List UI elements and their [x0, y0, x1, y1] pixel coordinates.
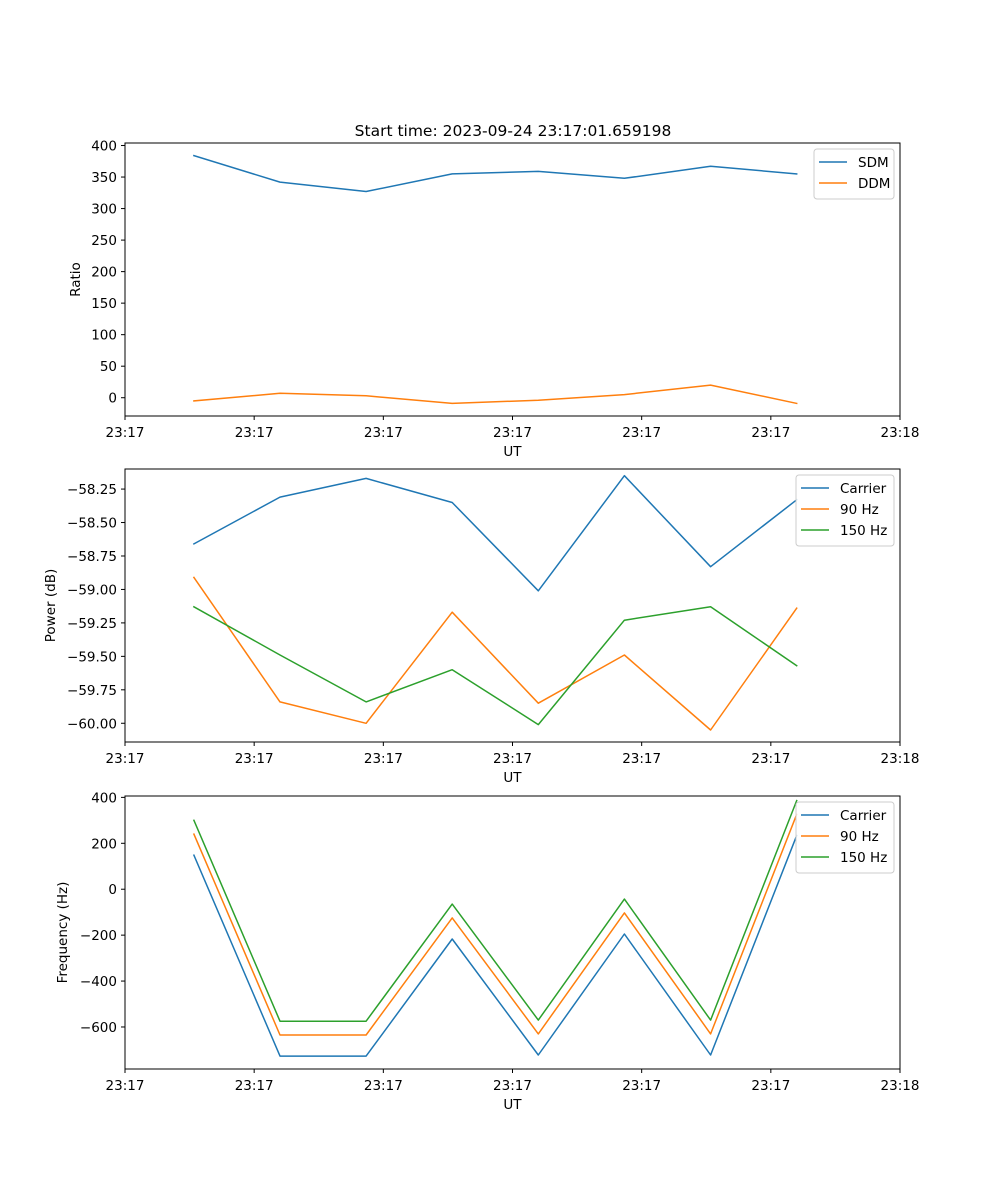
series-line-90-hz — [192, 576, 798, 731]
y-tick-label: 250 — [91, 233, 117, 249]
x-tick-label: 23:18 — [881, 425, 920, 441]
legend-label: 150 Hz — [840, 523, 887, 539]
y-tick-label: 150 — [91, 296, 117, 312]
x-tick-label: 23:17 — [493, 1078, 532, 1094]
y-axis-label: Ratio — [68, 262, 84, 297]
y-tick-label: −58.50 — [67, 516, 117, 532]
y-axis-label: Power (dB) — [43, 569, 59, 642]
legend: Carrier 90 Hz 150 Hz — [795, 474, 895, 547]
x-tick-label: 23:17 — [622, 425, 661, 441]
y-tick-label: −200 — [80, 928, 117, 944]
x-tick-label: 23:17 — [622, 1078, 661, 1094]
legend: SDM DDM — [813, 148, 895, 200]
x-axis-label: UT — [503, 770, 522, 786]
x-tick-label: 23:18 — [881, 751, 920, 767]
y-tick-label: −600 — [80, 1020, 117, 1036]
y-tick-label: −59.00 — [67, 582, 117, 598]
y-tick-label: −59.50 — [67, 649, 117, 665]
y-tick-label: −59.25 — [67, 616, 117, 632]
x-axis-label: UT — [503, 1097, 522, 1113]
y-tick-label: 400 — [91, 790, 117, 806]
x-tick-label: 23:17 — [364, 1078, 403, 1094]
x-tick-label: 23:17 — [364, 425, 403, 441]
legend-label: SDM — [858, 155, 889, 171]
y-tick-label: 350 — [91, 170, 117, 186]
y-tick-label: −58.75 — [67, 549, 117, 565]
y-tick-label: 200 — [91, 265, 117, 281]
x-tick-label: 23:17 — [493, 425, 532, 441]
panel-1: 23:17 23:17 23:17 23:17 23:17 23:17 23:18 0 50 10… — [68, 139, 919, 460]
x-tick-label: 23:17 — [235, 425, 274, 441]
legend-label: 90 Hz — [840, 502, 879, 518]
series-line-150-hz — [192, 799, 798, 1022]
x-tick-label: 23:17 — [493, 751, 532, 767]
y-tick-label: 200 — [91, 836, 117, 852]
chart-title: Start time: 2023-09-24 23:17:01.659198 — [355, 122, 672, 140]
legend-label: DDM — [858, 176, 890, 192]
x-tick-label: 23:17 — [622, 751, 661, 767]
series-line-90-hz — [192, 813, 798, 1036]
x-tick-label: 23:18 — [881, 1078, 920, 1094]
legend-box — [795, 474, 895, 547]
y-tick-label: 0 — [108, 882, 117, 898]
series-line-carrier — [192, 474, 798, 592]
x-tick-label: 23:17 — [751, 425, 790, 441]
panel-3: 23:17 23:17 23:17 23:17 23:17 23:17 23:18 −600 −… — [55, 790, 919, 1113]
panels: 23:17 23:17 23:17 23:17 23:17 23:17 23:18 0 50 10… — [43, 139, 919, 1113]
y-tick-label: 50 — [100, 359, 117, 375]
legend-label: 90 Hz — [840, 829, 879, 845]
x-tick-label: 23:17 — [364, 751, 403, 767]
x-axis-label: UT — [503, 444, 522, 460]
legend-label: 150 Hz — [840, 850, 887, 866]
y-tick-label: −60.00 — [67, 716, 117, 732]
y-tick-label: 100 — [91, 328, 117, 344]
x-tick-label: 23:17 — [751, 1078, 790, 1094]
legend: Carrier 90 Hz 150 Hz — [795, 801, 895, 874]
legend-box — [795, 801, 895, 874]
series-line-sdm — [192, 154, 798, 193]
x-tick-label: 23:17 — [106, 425, 145, 441]
x-tick-label: 23:17 — [106, 751, 145, 767]
y-axis-label: Frequency (Hz) — [55, 882, 71, 984]
x-tick-label: 23:17 — [106, 1078, 145, 1094]
series-line-carrier — [192, 834, 798, 1057]
legend-label: Carrier — [840, 481, 887, 497]
x-tick-label: 23:17 — [235, 1078, 274, 1094]
y-tick-label: −58.25 — [67, 482, 117, 498]
x-tick-label: 23:17 — [235, 751, 274, 767]
y-tick-label: 400 — [91, 139, 117, 155]
y-tick-label: 0 — [108, 391, 117, 407]
x-tick-label: 23:17 — [751, 751, 790, 767]
y-tick-label: −59.75 — [67, 683, 117, 699]
y-tick-label: −400 — [80, 974, 117, 990]
panel-2: 23:17 23:17 23:17 23:17 23:17 23:17 23:18 −60.0… — [43, 468, 920, 786]
series-line-150-hz — [192, 605, 798, 726]
legend-label: Carrier — [840, 808, 887, 824]
series-line-ddm — [193, 384, 798, 405]
y-tick-label: 300 — [91, 202, 117, 218]
